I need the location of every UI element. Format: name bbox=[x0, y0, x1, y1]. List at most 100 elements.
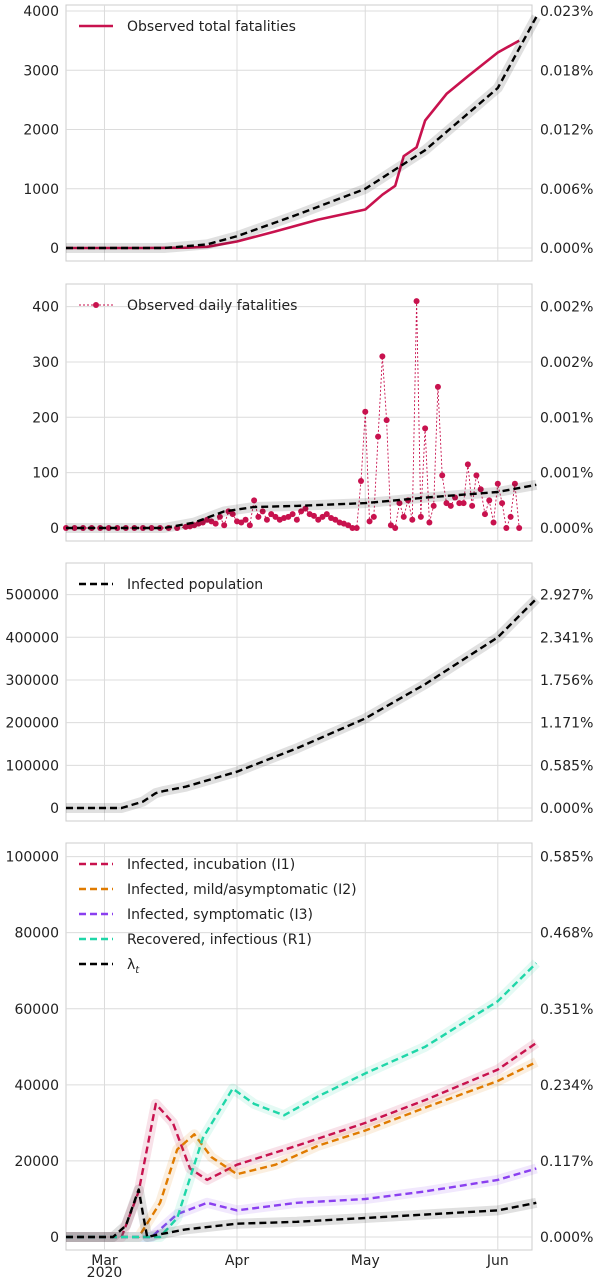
plot-frame bbox=[65, 842, 533, 1251]
y2-tick-label: 0.000% bbox=[540, 241, 593, 257]
y2-tick-label: 0.018% bbox=[540, 63, 593, 79]
series-line bbox=[66, 598, 538, 810]
data-point bbox=[293, 516, 300, 523]
y2-tick-label: 0.585% bbox=[540, 850, 593, 866]
data-point bbox=[148, 525, 155, 531]
series-line bbox=[66, 16, 538, 250]
data-point bbox=[71, 525, 78, 531]
data-point bbox=[469, 502, 476, 509]
data-point bbox=[447, 502, 454, 509]
data-point bbox=[310, 512, 317, 519]
legend-marker bbox=[93, 302, 99, 308]
x-tick-label: Mar bbox=[91, 1253, 118, 1269]
data-point bbox=[315, 516, 322, 523]
y2-tick-label: 0.468% bbox=[540, 926, 593, 942]
y2-tick-label: 0.001% bbox=[540, 410, 593, 426]
y-tick-label: 500000 bbox=[6, 588, 59, 604]
data-point bbox=[285, 513, 292, 520]
data-point bbox=[272, 513, 279, 520]
x-tick-label: May bbox=[351, 1253, 380, 1269]
y2-tick-label: 0.234% bbox=[540, 1078, 593, 1094]
data-point bbox=[486, 497, 493, 504]
data-point bbox=[362, 408, 369, 415]
data-point bbox=[259, 508, 266, 515]
data-point bbox=[460, 500, 467, 507]
data-point bbox=[105, 525, 112, 531]
y-tick-label: 80000 bbox=[14, 926, 59, 942]
x-tick-label: Apr bbox=[225, 1253, 249, 1269]
x-tick-year-label: 2020 bbox=[87, 1265, 123, 1280]
y2-tick-label: 1.171% bbox=[540, 716, 593, 732]
data-point bbox=[400, 513, 407, 520]
series-line bbox=[66, 1060, 537, 1239]
series-line bbox=[66, 962, 538, 1239]
legend-label: Infected population bbox=[127, 577, 263, 593]
data-point bbox=[375, 433, 382, 440]
y-tick-label: 1000 bbox=[23, 182, 59, 198]
legend-label: Infected, incubation (I1) bbox=[127, 857, 295, 873]
data-point bbox=[370, 513, 377, 520]
y2-tick-label: 2.341% bbox=[540, 630, 593, 646]
data-point bbox=[499, 500, 506, 507]
series-line bbox=[66, 1188, 537, 1239]
legend-label: Observed total fatalities bbox=[127, 19, 296, 35]
y2-tick-label: 0.585% bbox=[540, 758, 593, 774]
data-point bbox=[439, 472, 446, 479]
data-point bbox=[464, 461, 471, 468]
y-tick-label: 300000 bbox=[6, 673, 59, 689]
data-point bbox=[430, 502, 437, 509]
y-tick-label: 0 bbox=[50, 1230, 59, 1246]
y2-tick-label: 0.012% bbox=[540, 123, 593, 139]
series-line bbox=[66, 483, 537, 530]
y-tick-label: 40000 bbox=[14, 1078, 59, 1094]
y2-tick-label: 1.756% bbox=[540, 673, 593, 689]
data-point bbox=[238, 519, 245, 526]
data-point bbox=[242, 516, 249, 523]
data-point bbox=[366, 518, 373, 525]
data-point bbox=[507, 513, 514, 520]
data-point bbox=[251, 497, 258, 504]
data-point bbox=[323, 511, 330, 518]
data-point bbox=[221, 522, 228, 529]
data-point bbox=[511, 480, 518, 487]
y-tick-label: 100000 bbox=[6, 850, 59, 866]
y-tick-label: 400000 bbox=[6, 630, 59, 646]
y-tick-label: 60000 bbox=[14, 1002, 59, 1018]
y2-tick-label: 0.000% bbox=[540, 801, 593, 817]
y2-tick-label: 0.000% bbox=[540, 521, 593, 537]
data-point bbox=[456, 500, 463, 507]
plot-frame bbox=[65, 4, 533, 262]
y-tick-label: 4000 bbox=[23, 4, 59, 20]
y-tick-label: 400 bbox=[32, 300, 59, 316]
y-tick-label: 2000 bbox=[23, 123, 59, 139]
data-point bbox=[353, 525, 360, 531]
y-tick-label: 0 bbox=[50, 801, 59, 817]
data-point bbox=[379, 353, 386, 360]
y-tick-label: 0 bbox=[50, 521, 59, 537]
data-point bbox=[494, 480, 501, 487]
y-tick-label: 100 bbox=[32, 466, 59, 482]
data-point bbox=[490, 519, 497, 526]
data-point bbox=[413, 298, 420, 305]
legend-label: Observed daily fatalities bbox=[127, 298, 297, 314]
y-tick-label: 200000 bbox=[6, 716, 59, 732]
data-point bbox=[417, 513, 424, 520]
y-tick-label: 0 bbox=[50, 241, 59, 257]
data-point bbox=[345, 522, 352, 529]
y2-tick-label: 0.000% bbox=[540, 1230, 593, 1246]
data-point bbox=[383, 417, 390, 424]
data-point bbox=[387, 522, 394, 529]
y-tick-label: 300 bbox=[32, 355, 59, 371]
data-point bbox=[289, 511, 296, 518]
legend-label: Recovered, infectious (R1) bbox=[127, 932, 312, 948]
y2-tick-label: 0.001% bbox=[540, 466, 593, 482]
data-point bbox=[426, 519, 433, 526]
series-line bbox=[66, 1167, 537, 1239]
panel-infected_population: 0 0.000% 100000 0.585% 200000 1.171% 300000 1.7… bbox=[6, 562, 593, 822]
panel-cumulative_fatalities: 0 0.000% 1000 0.006% 2000 0.012% 3000 0.018% 400… bbox=[23, 4, 593, 262]
data-point bbox=[477, 486, 484, 493]
data-point bbox=[409, 516, 416, 523]
data-point bbox=[443, 500, 450, 507]
data-point bbox=[473, 472, 480, 479]
